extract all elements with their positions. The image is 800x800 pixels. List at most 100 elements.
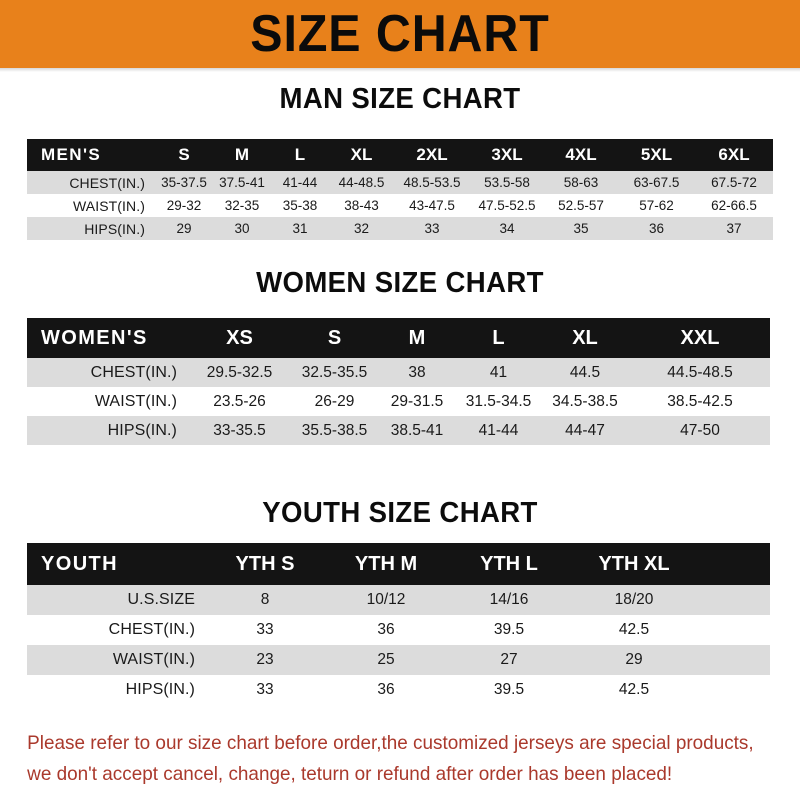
men-col-header: M — [234, 145, 250, 164]
table-cell: 32.5-35.5 — [301, 363, 368, 381]
row-label: U.S.SIZE — [127, 591, 195, 608]
table-cell: 39.5 — [493, 621, 525, 638]
table-cell: 29-32 — [166, 198, 202, 213]
table-cell: 29-31.5 — [390, 392, 444, 410]
table-row: WAIST(IN.) 29-32 32-35 35-38 38-43 43-47… — [27, 194, 773, 217]
men-col-header: 4XL — [565, 145, 597, 164]
table-cell: 33-35.5 — [213, 421, 266, 439]
table-cell: 30 — [234, 221, 250, 236]
table-cell: 36 — [377, 681, 395, 698]
table-cell: 35-37.5 — [161, 175, 207, 190]
table-cell: 67.5-72 — [711, 175, 757, 190]
table-row: CHEST(IN.) 35-37.5 37.5-41 41-44 44-48.5… — [27, 171, 773, 194]
table-cell: 44.5 — [569, 363, 601, 381]
table-cell-spacer — [697, 675, 770, 705]
table-cell: 38.5-41 — [390, 421, 444, 439]
women-col-header: XS — [226, 326, 253, 349]
table-cell: 32-35 — [224, 198, 260, 213]
table-cell: 10/12 — [366, 591, 406, 608]
table-cell: 44-47 — [565, 421, 605, 439]
men-header-label: MEN'S — [41, 145, 102, 164]
table-cell: 27 — [500, 651, 518, 668]
table-cell: 39.5 — [493, 681, 525, 698]
table-cell: 14/16 — [489, 591, 529, 608]
youth-col-header: YTH S — [235, 552, 295, 575]
table-row: WAIST(IN.) 23.5-26 26-29 29-31.5 31.5-34… — [27, 387, 770, 416]
banner-shadow — [0, 68, 800, 72]
table-row: CHEST(IN.) 33 36 39.5 42.5 — [27, 615, 770, 645]
section-title-youth: YOUTH SIZE CHART — [262, 497, 538, 529]
table-row: CHEST(IN.) 29.5-32.5 32.5-35.5 38 41 44.… — [27, 358, 770, 387]
table-cell: 44-48.5 — [338, 175, 385, 190]
table-cell: 26-29 — [314, 392, 355, 410]
table-cell: 29 — [625, 651, 643, 668]
men-col-header: 2XL — [416, 145, 448, 164]
table-cell-spacer — [697, 585, 770, 615]
youth-col-header: YTH L — [480, 552, 538, 575]
table-row: HIPS(IN.) 33 36 39.5 42.5 — [27, 675, 770, 705]
women-col-header: L — [492, 326, 505, 349]
footer-line-1: Please refer to our size chart before or… — [27, 732, 754, 754]
men-header-row: MEN'S S M L XL 2XL 3XL 4XL 5XL 6XL — [27, 139, 773, 171]
table-cell: 43-47.5 — [409, 198, 455, 213]
women-size-table: WOMEN'S XS S M L XL XXL CHEST(IN.) 29.5-… — [27, 318, 770, 445]
table-cell: 23 — [256, 651, 274, 668]
women-header-label: WOMEN'S — [41, 326, 148, 349]
row-label: WAIST(IN.) — [112, 651, 195, 668]
youth-header-spacer — [697, 543, 770, 585]
table-cell: 29 — [176, 221, 192, 236]
men-col-header: 6XL — [718, 145, 750, 164]
men-col-header: 3XL — [491, 145, 523, 164]
table-cell: 36 — [377, 621, 395, 638]
row-label: CHEST(IN.) — [69, 174, 145, 191]
women-col-header: XXL — [680, 326, 720, 349]
table-cell: 23.5-26 — [213, 392, 266, 410]
table-cell: 31 — [292, 221, 308, 236]
table-cell: 41 — [489, 363, 508, 381]
table-cell: 41-44 — [282, 175, 318, 190]
table-cell: 37 — [726, 221, 742, 236]
women-col-header: XL — [572, 326, 598, 349]
women-header-row: WOMEN'S XS S M L XL XXL — [27, 318, 770, 358]
table-cell: 48.5-53.5 — [403, 175, 461, 190]
footer-disclaimer: Please refer to our size chart before or… — [0, 728, 776, 790]
page-title: SIZE CHART — [250, 5, 550, 63]
table-cell: 42.5 — [618, 621, 650, 638]
youth-col-header: YTH XL — [598, 552, 670, 575]
table-cell: 34 — [499, 221, 515, 236]
table-row: HIPS(IN.) 29 30 31 32 33 34 35 36 37 — [27, 217, 773, 240]
table-cell: 32 — [353, 221, 370, 236]
table-cell: 33 — [256, 621, 274, 638]
table-cell: 18/20 — [614, 591, 654, 608]
men-col-header: XL — [350, 145, 373, 164]
table-cell: 58-63 — [563, 175, 599, 190]
table-cell: 41-44 — [478, 421, 519, 439]
table-cell: 35-38 — [282, 198, 318, 213]
row-label: HIPS(IN.) — [84, 220, 145, 237]
table-cell: 35.5-38.5 — [301, 421, 368, 439]
table-cell: 47-50 — [680, 421, 720, 439]
page-banner: SIZE CHART — [0, 0, 800, 68]
row-label: WAIST(IN.) — [72, 197, 145, 214]
table-row: U.S.SIZE 8 10/12 14/16 18/20 — [27, 585, 770, 615]
table-cell: 57-62 — [639, 198, 674, 213]
table-cell: 38.5-42.5 — [667, 392, 733, 410]
table-cell: 44.5-48.5 — [667, 363, 733, 381]
table-cell: 37.5-41 — [219, 175, 265, 190]
table-cell: 52.5-57 — [558, 198, 604, 213]
table-cell: 35 — [573, 221, 589, 236]
table-cell: 29.5-32.5 — [206, 363, 273, 381]
table-cell: 31.5-34.5 — [465, 392, 532, 410]
table-cell: 34.5-38.5 — [552, 392, 618, 410]
row-label: HIPS(IN.) — [107, 421, 177, 439]
men-size-table: MEN'S S M L XL 2XL 3XL 4XL 5XL 6XL CHEST… — [27, 139, 773, 240]
table-cell: 8 — [260, 591, 270, 608]
table-cell: 62-66.5 — [711, 198, 757, 213]
youth-col-header: YTH M — [354, 552, 418, 575]
table-cell: 47.5-52.5 — [478, 198, 536, 213]
table-cell: 38 — [408, 363, 426, 381]
women-col-header: S — [327, 326, 342, 349]
table-cell: 53.5-58 — [484, 175, 530, 190]
section-title-women: WOMEN SIZE CHART — [256, 267, 544, 299]
